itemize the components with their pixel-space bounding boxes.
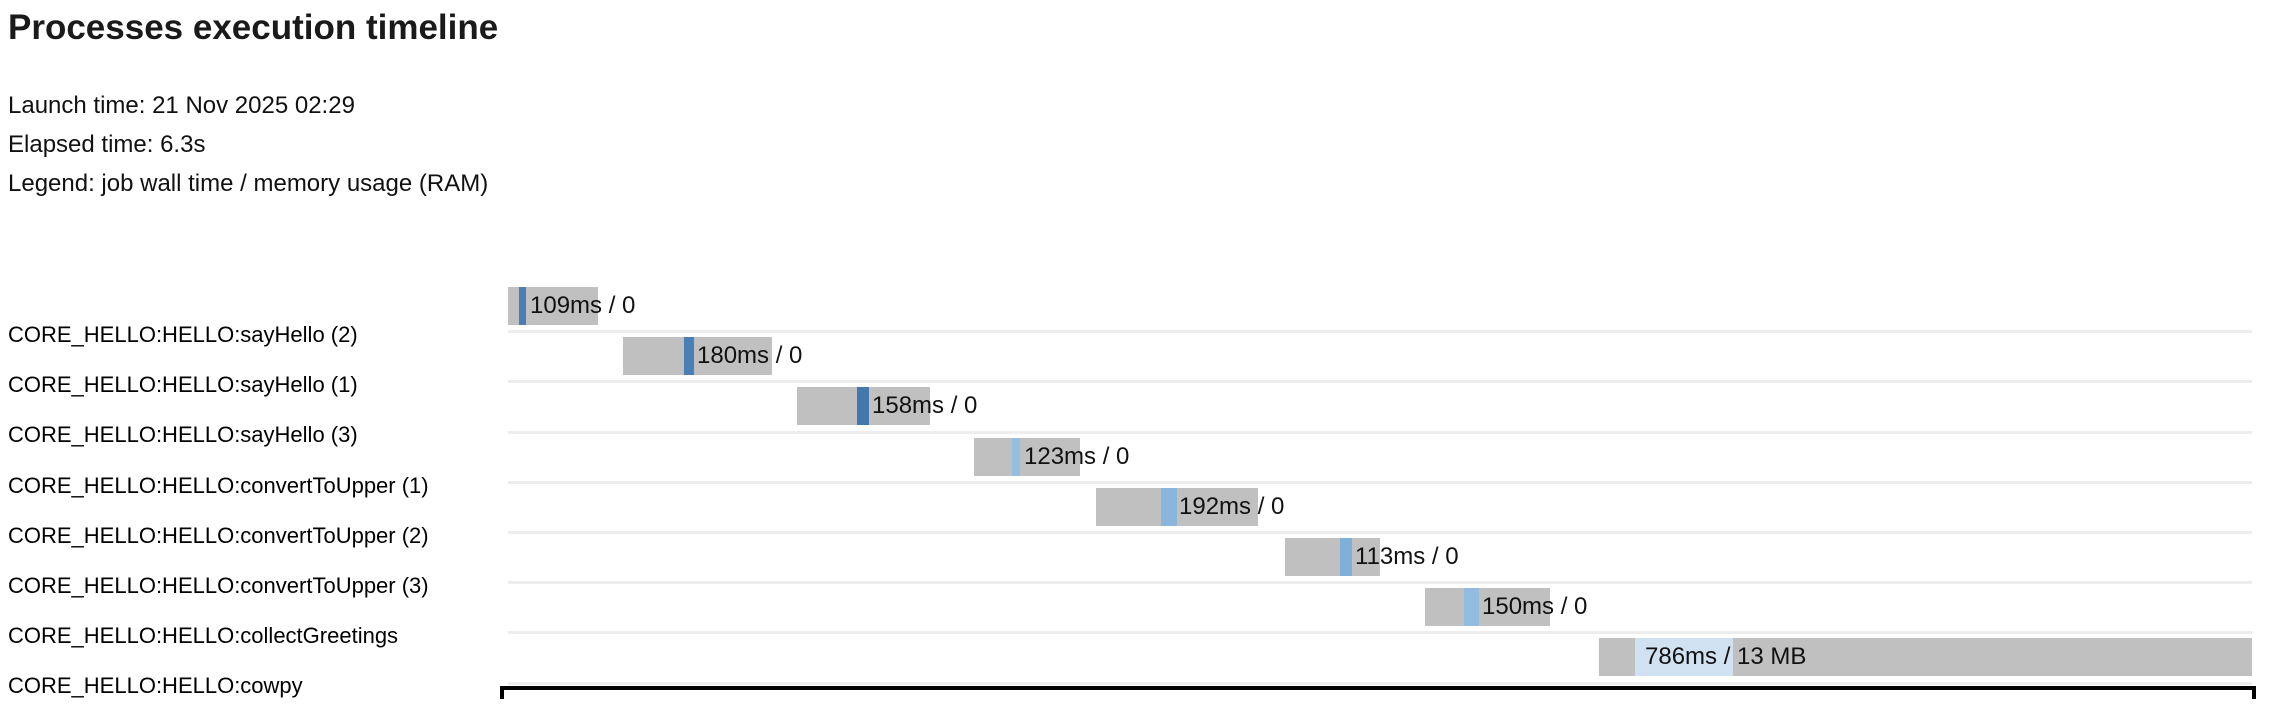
process-label: CORE_HELLO:HELLO:sayHello (1) [8, 372, 358, 398]
row-separator [508, 330, 2252, 334]
task-run-segment [1635, 638, 1733, 677]
row-separator [508, 430, 2252, 434]
task-bar [508, 287, 598, 325]
task-bar [1599, 638, 2252, 677]
row-separator [508, 531, 2252, 534]
elapsed-time-text: Elapsed time: 6.3s [8, 131, 206, 158]
task-bar [1285, 538, 1380, 576]
page-title: Processes execution timeline [8, 8, 499, 47]
task-bar [1096, 487, 1258, 526]
task-bar [797, 387, 930, 426]
task-value-label: 180ms / 0 [697, 342, 803, 370]
process-label: CORE_HELLO:HELLO:sayHello (2) [8, 322, 358, 347]
launch-time-text: Launch time: 21 Nov 2025 02:29 [8, 92, 355, 119]
task-value-label: 113ms / 0 [1355, 543, 1459, 570]
task-run-segment [1340, 538, 1352, 576]
task-run-segment [1012, 437, 1020, 476]
task-value-label: 158ms / 0 [872, 392, 978, 420]
task-bar [974, 437, 1080, 476]
task-bar [1425, 588, 1550, 627]
row-separator [508, 581, 2252, 585]
process-label: CORE_HELLO:HELLO:convertToUpper (3) [8, 573, 429, 598]
row-separator [508, 631, 2252, 635]
task-value-label: 123ms / 0 [1024, 442, 1130, 470]
row-separator [508, 380, 2252, 384]
task-value-label: 109ms / 0 [530, 292, 636, 319]
row-separator [508, 681, 2252, 685]
process-label: CORE_HELLO:HELLO:collectGreetings [8, 623, 399, 649]
task-value-label: 192ms / 0 [1179, 492, 1285, 520]
task-run-segment [857, 387, 869, 426]
cutoff-section-box [500, 686, 2256, 699]
task-bar [623, 337, 772, 376]
legend-text: Legend: job wall time / memory usage (RA… [8, 170, 489, 197]
report-meta: Launch time: 21 Nov 2025 02:29 Elapsed t… [8, 86, 488, 203]
task-value-label: 786ms / 13 MB [1645, 643, 1807, 671]
process-label: CORE_HELLO:HELLO:cowpy [8, 673, 303, 699]
process-label: CORE_HELLO:HELLO:convertToUpper (2) [8, 522, 429, 548]
process-label: CORE_HELLO:HELLO:sayHello (3) [8, 422, 358, 448]
task-run-segment [519, 287, 526, 325]
row-separator [508, 480, 2252, 484]
process-label: CORE_HELLO:HELLO:convertToUpper (1) [8, 472, 429, 498]
task-run-segment [1464, 588, 1479, 627]
task-value-label: 150ms / 0 [1482, 593, 1588, 621]
task-run-segment [1161, 487, 1177, 526]
task-run-segment [684, 337, 694, 376]
